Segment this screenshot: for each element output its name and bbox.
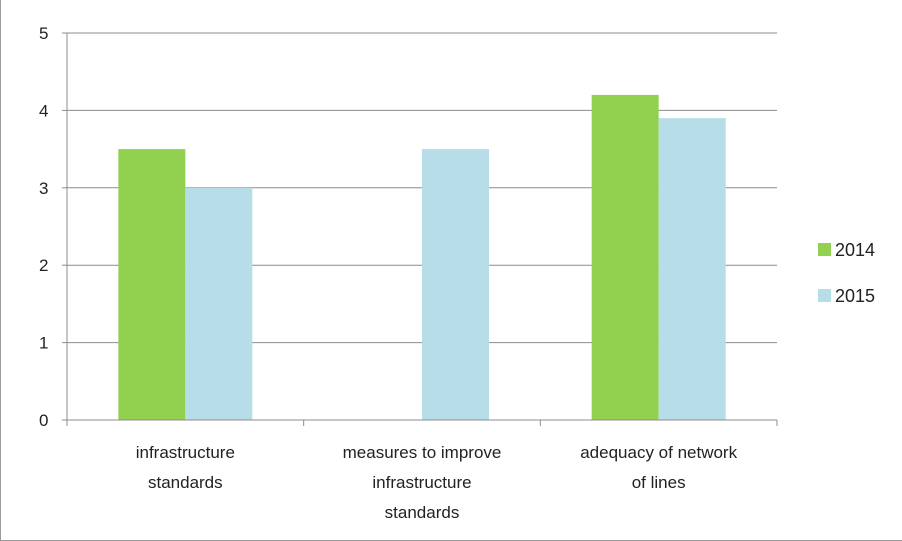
legend-label-2015: 2015 (835, 286, 875, 306)
y-tick-labels: 0 1 2 3 4 5 (39, 24, 48, 430)
y-tick-label: 0 (39, 411, 48, 430)
bar-2015-cat-2 (658, 118, 726, 420)
x-category-label: standards (385, 503, 460, 522)
x-category-label: standards (148, 473, 223, 492)
legend-swatch-2014 (818, 243, 831, 256)
axes (62, 32, 778, 426)
x-category-label: infrastructure (372, 473, 471, 492)
y-tick-label: 3 (39, 179, 48, 198)
y-tick-label: 4 (39, 101, 48, 120)
legend-label-2014: 2014 (835, 240, 875, 260)
bar-2014-cat-0 (118, 149, 186, 420)
bars (118, 94, 726, 421)
legend-swatch-2015 (818, 289, 831, 302)
legend: 2014 2015 (818, 240, 875, 306)
x-category-label: infrastructure (136, 443, 235, 462)
y-tick-label: 5 (39, 24, 48, 43)
bar-2015-cat-1 (422, 149, 489, 420)
x-category-label: of lines (632, 473, 686, 492)
bar-2014-cat-2 (591, 94, 659, 421)
x-category-label: adequacy of network (580, 443, 737, 462)
y-tick-label: 2 (39, 256, 48, 275)
y-tick-label: 1 (39, 334, 48, 353)
bar-2015-cat-0 (185, 187, 253, 420)
x-category-label: measures to improve (343, 443, 502, 462)
x-category-labels: infrastructure standards measures to impro… (136, 443, 738, 522)
